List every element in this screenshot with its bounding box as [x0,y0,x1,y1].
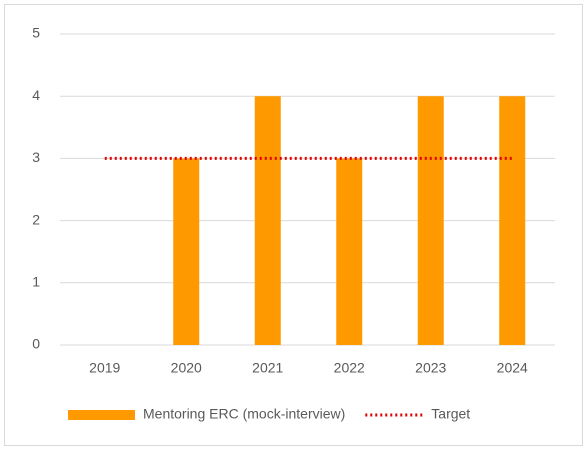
y-tick-label: 0 [32,336,40,352]
bar [499,96,526,345]
y-tick-label: 1 [32,274,40,290]
x-tick-label: 2019 [89,360,120,376]
x-tick-label: 2022 [334,360,365,376]
chart-border [4,4,583,446]
bar [173,158,200,345]
x-tick-label: 2021 [252,360,283,376]
legend-swatch [68,410,135,420]
x-tick-label: 2024 [497,360,528,376]
y-tick-label: 4 [32,87,40,103]
bar [417,96,444,345]
x-tick-label: 2023 [415,360,446,376]
legend-label: Mentoring ERC (mock-interview) [143,406,345,422]
legend-label: Target [431,406,470,422]
y-tick-label: 5 [32,25,40,41]
y-tick-label: 2 [32,211,40,227]
x-tick-label: 2020 [171,360,202,376]
bar [336,158,363,345]
bar [254,96,281,345]
y-tick-label: 3 [32,149,40,165]
